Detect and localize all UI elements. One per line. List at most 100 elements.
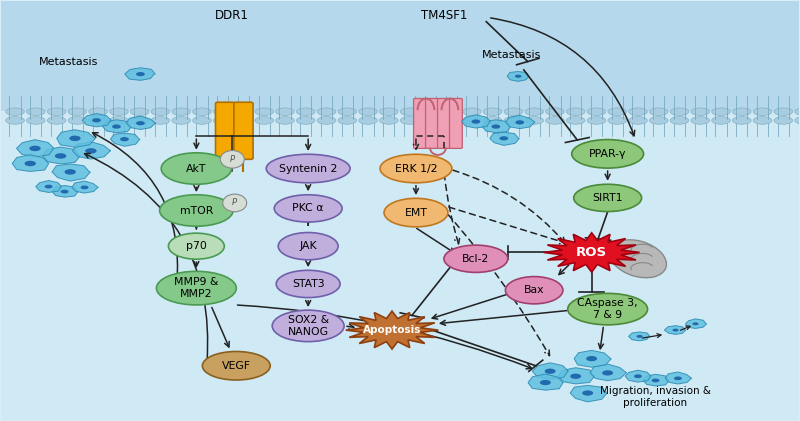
Ellipse shape: [47, 108, 66, 115]
Ellipse shape: [400, 117, 419, 124]
Ellipse shape: [566, 117, 585, 124]
Ellipse shape: [220, 150, 244, 168]
FancyArrowPatch shape: [449, 207, 565, 244]
Ellipse shape: [202, 352, 270, 380]
Ellipse shape: [794, 108, 800, 115]
Ellipse shape: [733, 108, 751, 115]
Ellipse shape: [444, 245, 508, 272]
Ellipse shape: [515, 120, 524, 125]
FancyBboxPatch shape: [215, 102, 234, 159]
Ellipse shape: [540, 380, 551, 385]
Polygon shape: [102, 120, 131, 133]
FancyArrowPatch shape: [306, 218, 310, 225]
Polygon shape: [686, 319, 706, 328]
Polygon shape: [570, 385, 607, 402]
Ellipse shape: [89, 117, 107, 124]
Ellipse shape: [26, 117, 45, 124]
FancyArrowPatch shape: [306, 139, 310, 149]
FancyArrowPatch shape: [194, 186, 199, 190]
FancyArrowPatch shape: [448, 215, 550, 356]
Ellipse shape: [70, 136, 81, 141]
Ellipse shape: [574, 184, 642, 211]
Ellipse shape: [545, 369, 556, 374]
Ellipse shape: [276, 108, 294, 115]
FancyArrowPatch shape: [347, 324, 354, 329]
Ellipse shape: [92, 118, 101, 123]
Text: EMT: EMT: [405, 208, 427, 218]
FancyArrowPatch shape: [490, 18, 634, 136]
Ellipse shape: [670, 108, 689, 115]
Polygon shape: [17, 140, 54, 157]
FancyArrowPatch shape: [432, 293, 510, 319]
Text: JAK: JAK: [299, 241, 317, 251]
Polygon shape: [507, 72, 529, 81]
Ellipse shape: [169, 233, 224, 259]
FancyArrowPatch shape: [238, 305, 531, 369]
Polygon shape: [110, 133, 140, 146]
FancyBboxPatch shape: [438, 99, 450, 148]
FancyBboxPatch shape: [450, 99, 462, 148]
Text: mTOR: mTOR: [180, 205, 213, 216]
Ellipse shape: [157, 272, 236, 305]
FancyArrowPatch shape: [417, 228, 454, 253]
Ellipse shape: [754, 117, 772, 124]
Ellipse shape: [255, 108, 274, 115]
FancyBboxPatch shape: [1, 111, 799, 420]
Ellipse shape: [89, 108, 107, 115]
FancyArrowPatch shape: [414, 139, 418, 149]
FancyArrowPatch shape: [598, 328, 603, 349]
Text: Migration, invasion &
proliferation: Migration, invasion & proliferation: [600, 386, 711, 408]
Ellipse shape: [754, 108, 772, 115]
Polygon shape: [72, 181, 98, 193]
Text: VEGF: VEGF: [222, 361, 250, 371]
Ellipse shape: [442, 117, 461, 124]
Ellipse shape: [234, 108, 253, 115]
FancyArrowPatch shape: [306, 185, 310, 189]
Text: P: P: [230, 155, 234, 164]
FancyArrowPatch shape: [414, 186, 418, 193]
Ellipse shape: [276, 270, 340, 298]
Text: Bcl-2: Bcl-2: [462, 254, 490, 264]
Ellipse shape: [30, 146, 41, 151]
Ellipse shape: [506, 277, 563, 304]
Text: SOX2 &
NANOG: SOX2 & NANOG: [287, 315, 329, 337]
Text: AkT: AkT: [186, 163, 206, 173]
Polygon shape: [482, 120, 511, 133]
Ellipse shape: [587, 108, 606, 115]
Ellipse shape: [358, 108, 378, 115]
Polygon shape: [57, 130, 95, 147]
Text: P: P: [232, 198, 237, 208]
FancyBboxPatch shape: [426, 99, 438, 148]
Text: Metastasis: Metastasis: [482, 50, 542, 60]
FancyArrowPatch shape: [194, 261, 199, 266]
Ellipse shape: [86, 148, 97, 154]
Ellipse shape: [61, 190, 69, 194]
Text: Apoptosis: Apoptosis: [363, 325, 422, 335]
Ellipse shape: [234, 117, 253, 124]
Text: TM4SF1: TM4SF1: [421, 9, 467, 22]
Ellipse shape: [691, 108, 710, 115]
Polygon shape: [528, 374, 563, 390]
Ellipse shape: [673, 329, 678, 332]
Ellipse shape: [637, 335, 642, 338]
Text: Bax: Bax: [524, 285, 545, 295]
Ellipse shape: [525, 108, 543, 115]
Ellipse shape: [462, 108, 482, 115]
Ellipse shape: [110, 117, 128, 124]
FancyArrowPatch shape: [559, 265, 569, 274]
Ellipse shape: [6, 108, 25, 115]
Ellipse shape: [610, 240, 666, 278]
Ellipse shape: [222, 194, 246, 212]
Text: p70: p70: [186, 241, 206, 251]
FancyBboxPatch shape: [414, 99, 426, 148]
Ellipse shape: [712, 108, 730, 115]
FancyArrowPatch shape: [681, 326, 690, 330]
Ellipse shape: [297, 117, 315, 124]
Polygon shape: [664, 326, 686, 334]
Ellipse shape: [733, 117, 751, 124]
FancyArrowPatch shape: [453, 170, 565, 243]
Ellipse shape: [193, 108, 211, 115]
Ellipse shape: [650, 108, 668, 115]
Ellipse shape: [214, 108, 232, 115]
Ellipse shape: [130, 117, 149, 124]
